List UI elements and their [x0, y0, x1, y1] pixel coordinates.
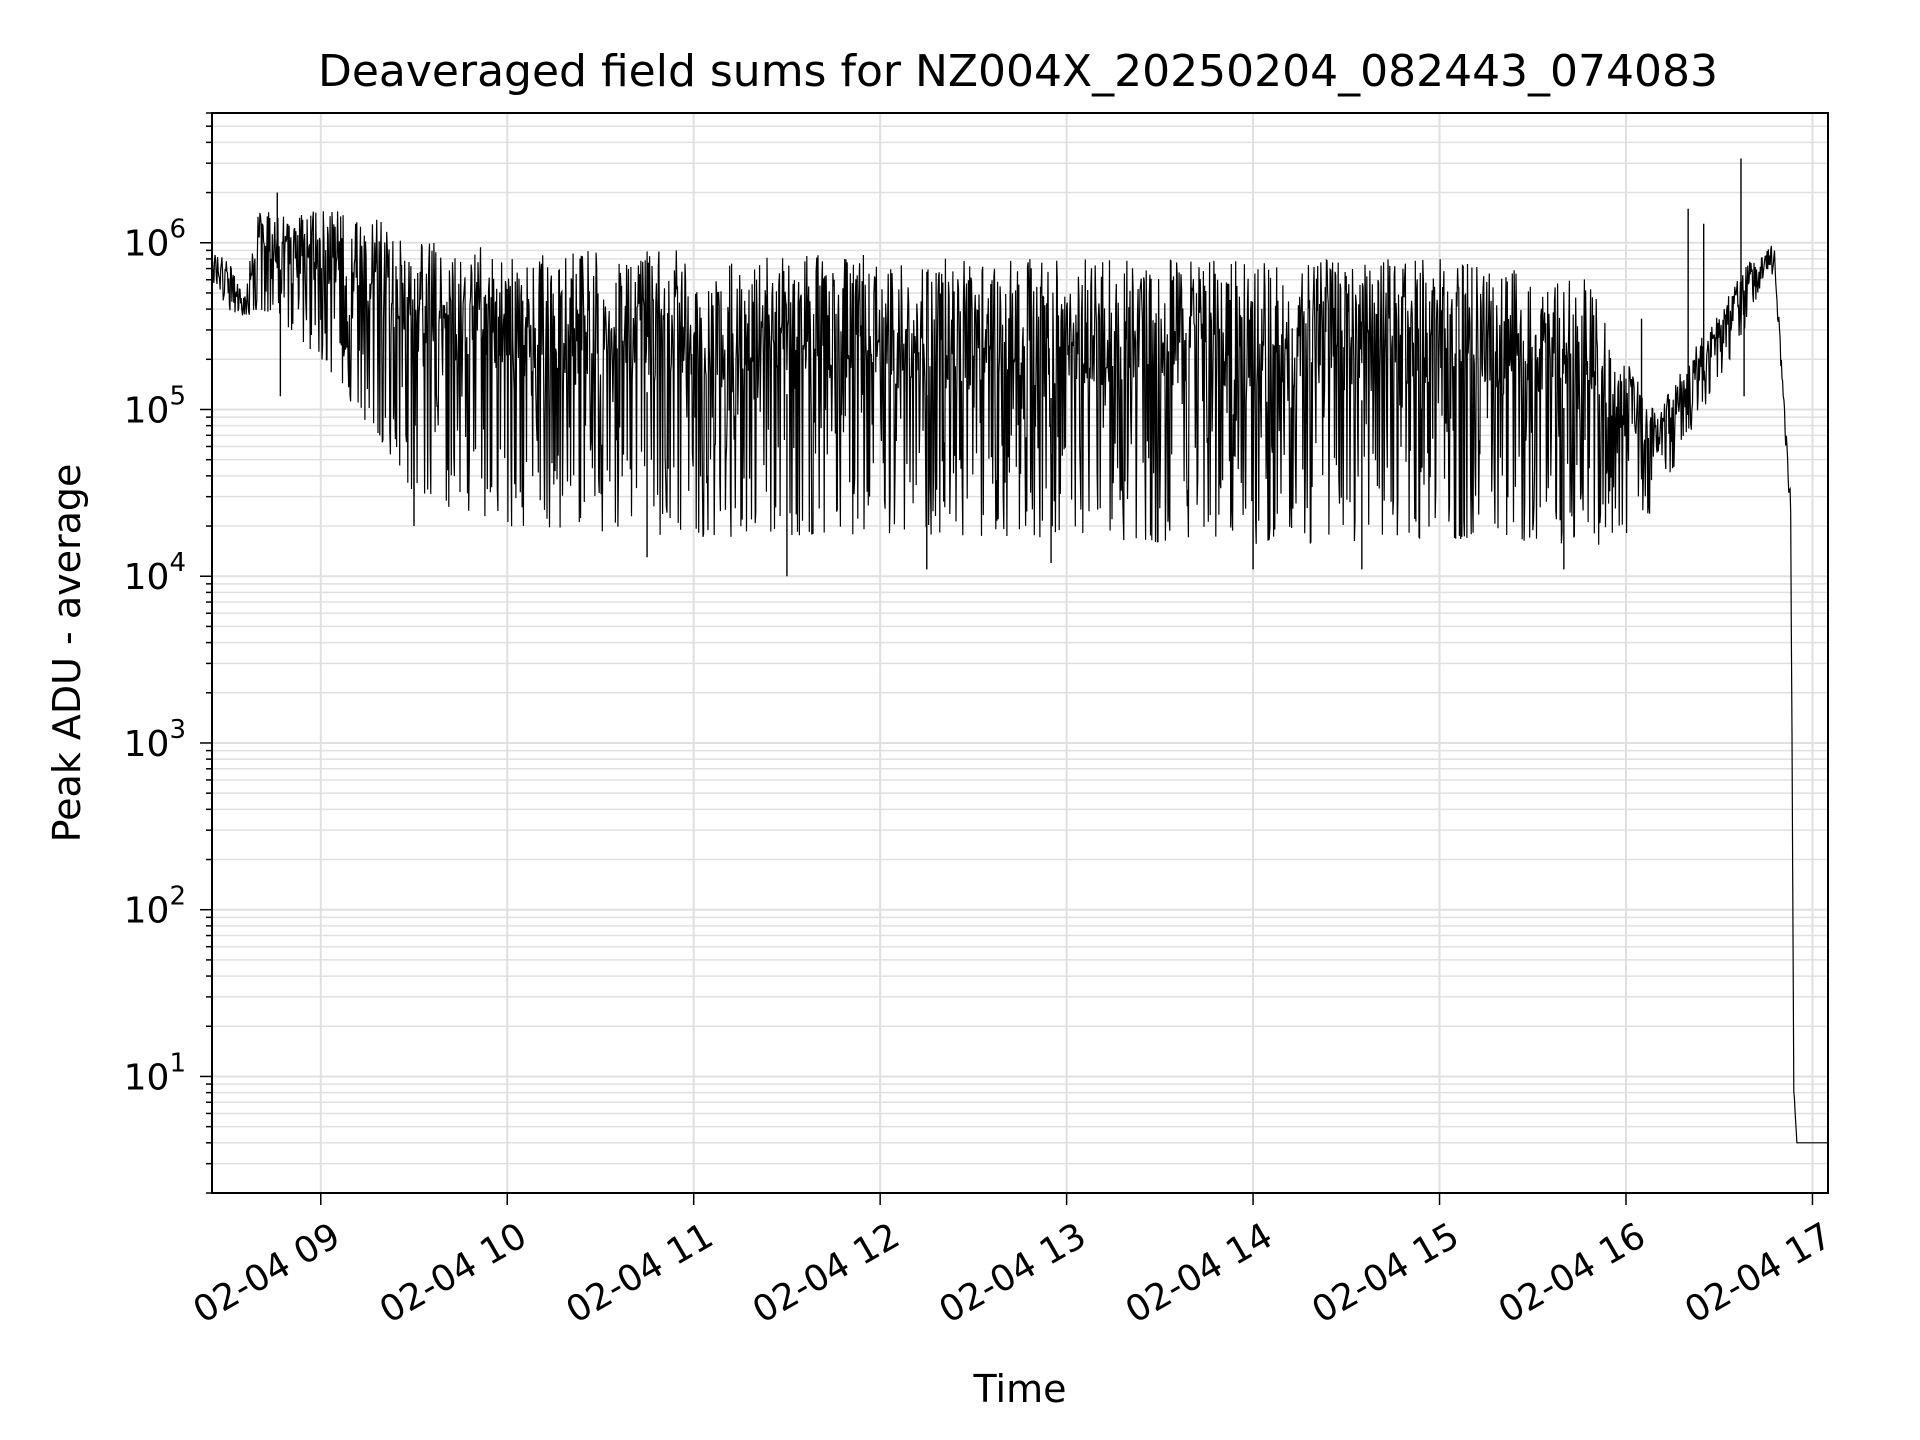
- y-tick-label: 103: [124, 715, 186, 765]
- chart-title: Deaveraged field sums for NZ004X_2025020…: [318, 46, 1718, 97]
- y-tick-label: 102: [124, 882, 186, 932]
- y-tick-label: 106: [124, 215, 186, 265]
- y-tick-label: 104: [124, 548, 186, 598]
- series-layer: [211, 158, 1828, 1144]
- y-axis: 101 102 103 104 105 106: [124, 112, 212, 1194]
- x-axis-label: Time: [973, 1367, 1067, 1411]
- plot-frame: [211, 112, 1829, 1194]
- y-tick-label: 105: [124, 381, 186, 431]
- series-line: [211, 211, 1828, 1144]
- y-axis-label: Peak ADU - average: [45, 464, 89, 843]
- y-tick-label: 101: [124, 1048, 186, 1098]
